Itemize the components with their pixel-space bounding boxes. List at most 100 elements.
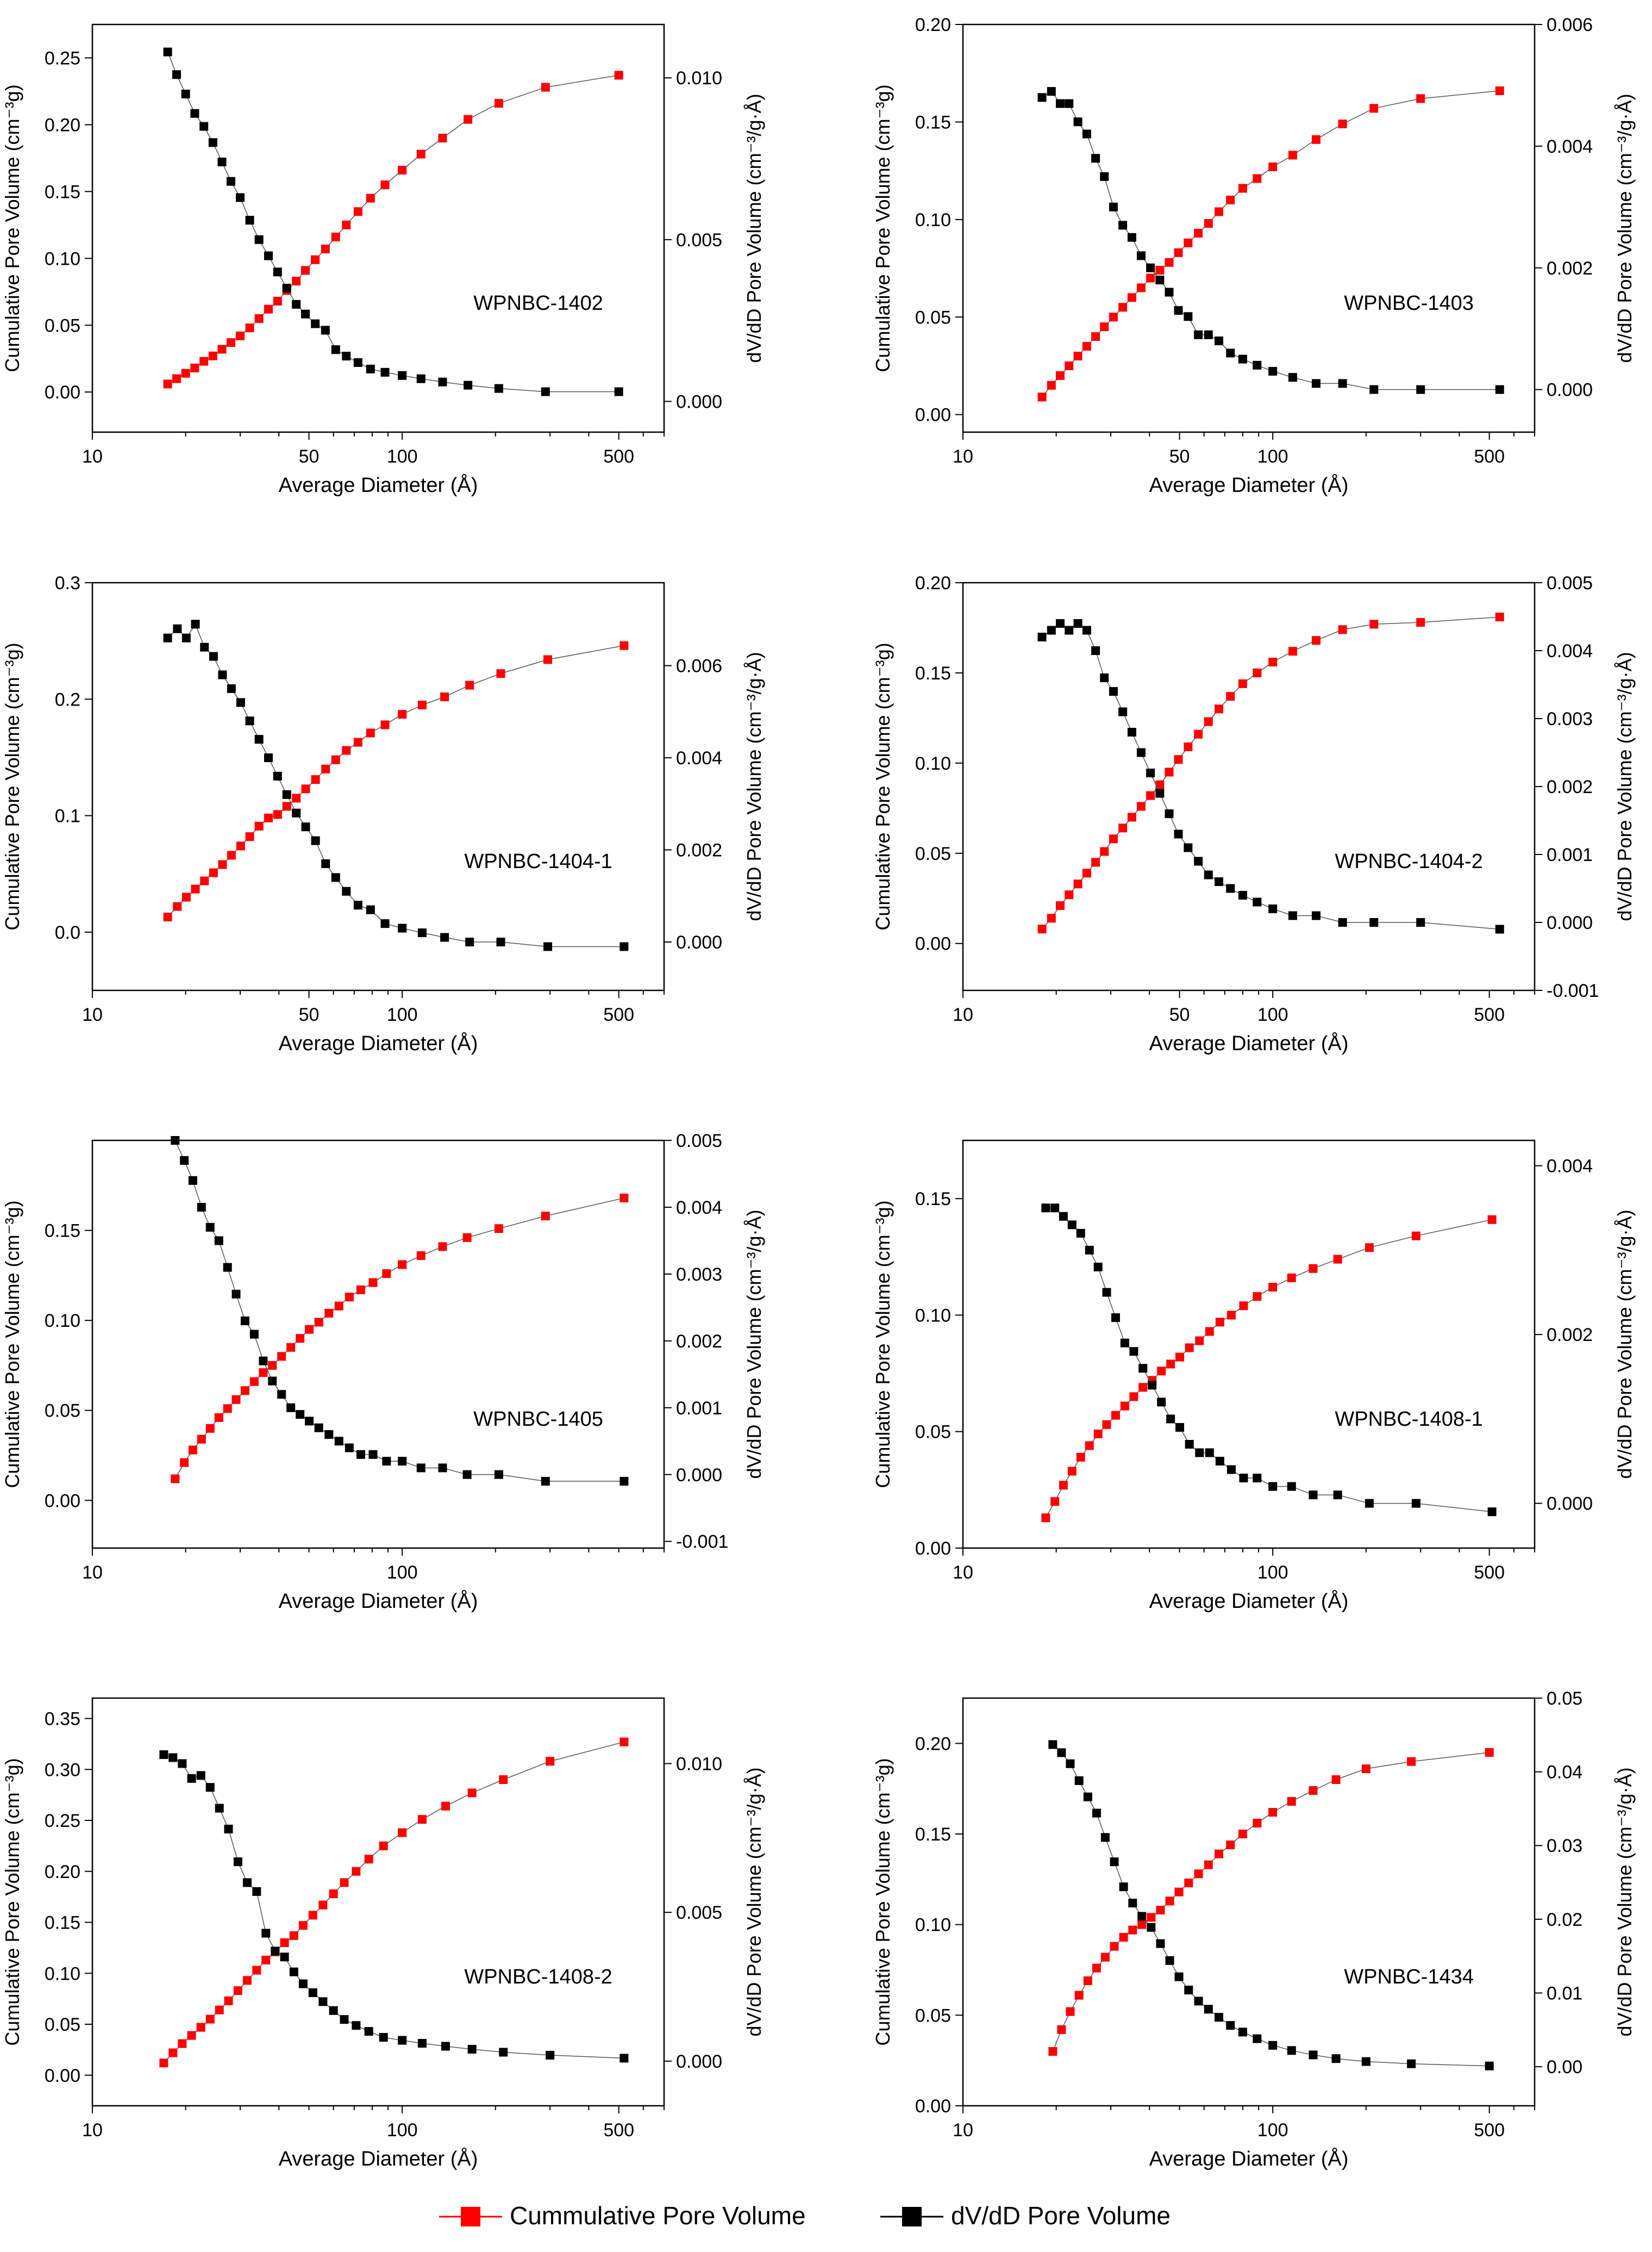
y-tick-label: 0.20: [45, 115, 80, 135]
cumulative-point: [1109, 313, 1118, 322]
dvdd-point: [1288, 373, 1297, 382]
dvdd-point: [1369, 385, 1379, 394]
dvdd-point: [1118, 221, 1128, 230]
cumulative-point: [1050, 1497, 1060, 1506]
cumulative-point: [464, 115, 473, 124]
cumulative-point: [218, 860, 227, 869]
cumulative-point: [1120, 1401, 1129, 1411]
cumulative-point: [1093, 1430, 1103, 1438]
dvdd-point: [1361, 2057, 1371, 2066]
dvdd-point: [209, 652, 218, 661]
y2-tick-label: 0.03: [1547, 1836, 1582, 1856]
dvdd-point: [543, 942, 553, 951]
chart-wpnbc-1403: 10 50 100 500 0.00 0.05 0.10 0.15 0.20 0.000 0.002…: [872, 15, 1636, 497]
cumulative-point: [1174, 1887, 1184, 1897]
dvdd-point: [1155, 789, 1165, 798]
cumulative-point: [1083, 1976, 1092, 1985]
cumulative-point: [217, 345, 227, 354]
dvdd-point: [331, 873, 340, 882]
y2-axis-title: dV/dD Pore Volume (cm⁻³/g·Å): [1613, 1209, 1636, 1479]
cumulative-point: [264, 304, 273, 314]
cumulative-point: [1065, 361, 1074, 370]
y-tick-label: 0.10: [45, 1311, 80, 1331]
dvdd-point: [1204, 2005, 1213, 2014]
dvdd-point: [1148, 1381, 1157, 1390]
dvdd-point: [494, 1470, 503, 1479]
x-tick-label: 10: [82, 1562, 103, 1583]
cumulative-point: [1085, 1441, 1094, 1450]
cumulative-point: [1055, 371, 1065, 380]
cumulative-point: [173, 902, 182, 911]
dvdd-point: [252, 1887, 261, 1896]
cumulative-point: [1226, 1841, 1235, 1849]
cumulative-point: [1175, 1352, 1185, 1362]
cumulative-point: [1253, 668, 1262, 677]
dvdd-point: [245, 216, 254, 225]
dvdd-point: [398, 2036, 407, 2045]
dvdd-point: [417, 2039, 427, 2048]
cumulative-point: [254, 821, 264, 831]
cumulative-point: [1074, 1991, 1084, 2000]
dvdd-point: [286, 1403, 296, 1412]
x-tick-label: 10: [953, 1562, 973, 1583]
x-tick-label: 10: [82, 446, 103, 467]
dvdd-point: [614, 387, 623, 396]
dvdd-point: [441, 2042, 450, 2051]
dvdd-point: [380, 367, 390, 377]
cumulative-point: [1146, 273, 1155, 283]
dvdd-point: [217, 157, 227, 166]
dvdd-point: [1407, 2059, 1416, 2068]
cumulative-point: [356, 1285, 365, 1294]
cumulative-point: [465, 681, 474, 690]
y-tick-label: 0.05: [915, 1422, 951, 1443]
dvdd-point: [282, 790, 291, 799]
cumulative-point: [1195, 1336, 1204, 1345]
dvdd-point: [1194, 1997, 1203, 2006]
cumulative-point: [366, 728, 375, 738]
dvdd-point: [311, 836, 320, 845]
cumulative-point: [286, 1343, 296, 1352]
cumulative-point: [1238, 679, 1247, 688]
dvdd-point: [1268, 904, 1278, 913]
y2-tick-label: 0.006: [1547, 15, 1593, 35]
cumulative-point: [1185, 1343, 1194, 1352]
cumulative-point: [197, 1434, 206, 1444]
cumulative-point: [1253, 1819, 1262, 1827]
sample-label: WPNBC-1408-1: [1335, 1408, 1482, 1431]
dvdd-point: [168, 1753, 178, 1762]
dvdd-point: [1118, 707, 1128, 716]
dvdd-point: [181, 89, 190, 98]
dvdd-point: [1057, 1748, 1066, 1757]
cumulative-point: [233, 1986, 242, 1995]
dvdd-point: [1238, 354, 1247, 364]
cumulative-point: [1194, 1869, 1203, 1879]
dvdd-point: [1416, 918, 1425, 927]
dvdd-point: [1074, 1776, 1084, 1785]
y-tick-label: 0.25: [45, 1811, 80, 1831]
dvdd-point: [1214, 2013, 1223, 2022]
cumulative-point: [301, 784, 310, 794]
dvdd-point: [541, 387, 550, 396]
cumulative-point: [494, 99, 503, 108]
cumulative-point: [1091, 332, 1100, 341]
y-tick-label: 0.15: [915, 112, 951, 133]
dvdd-point: [321, 326, 330, 335]
cumulative-point: [1047, 380, 1056, 390]
cumulative-point: [380, 180, 390, 190]
dvdd-point: [342, 887, 351, 896]
y-tick-label: 0.00: [45, 382, 80, 403]
dvdd-point: [205, 1222, 215, 1232]
cumulative-point: [1076, 1452, 1085, 1462]
cumulative-point: [1073, 879, 1082, 889]
cumulative-point: [249, 1377, 259, 1386]
y2-tick-label: 0.005: [676, 230, 722, 251]
dvdd-point: [227, 684, 236, 693]
cumulative-point: [352, 1867, 361, 1876]
dvdd-point: [1184, 1986, 1193, 1995]
dvdd-point: [282, 284, 291, 293]
cumulative-point: [1287, 1797, 1296, 1806]
cumulative-point: [1137, 1920, 1147, 1929]
dvdd-point: [398, 1457, 407, 1466]
dvdd-point: [318, 1997, 328, 2006]
cumulative-point: [543, 655, 553, 664]
